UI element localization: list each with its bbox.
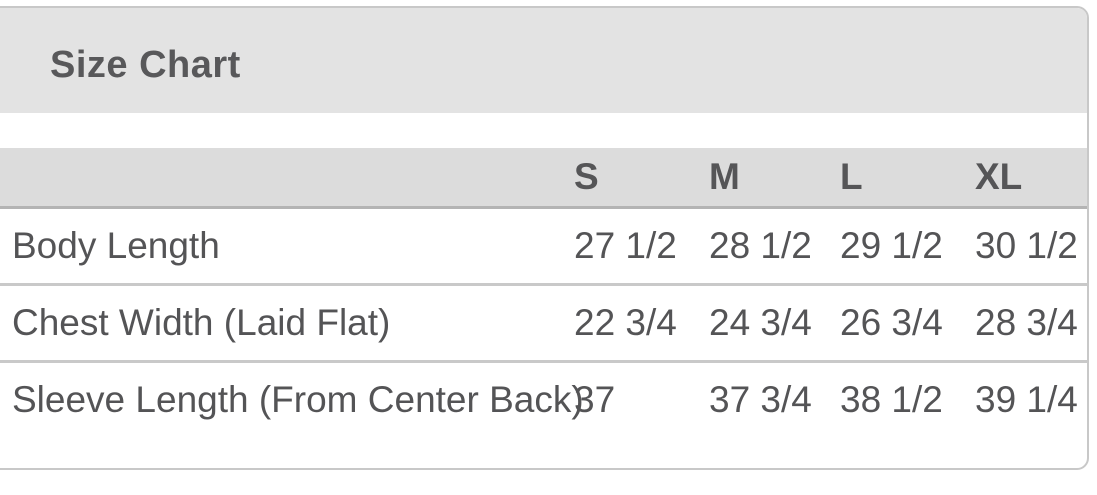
row-label: Body Length	[0, 207, 572, 286]
cell-body-length-s: 27 1/2	[572, 207, 707, 286]
cell-sleeve-length-l: 38 1/2	[840, 379, 943, 421]
row-label: Sleeve Length (From Center Back)	[12, 379, 584, 421]
table-row-body-length: Body Length 27 1/2 28 1/2 29 1/2 30 1/2	[0, 207, 1087, 286]
size-header-empty-cell	[0, 148, 572, 209]
title-table-gap	[0, 113, 1087, 148]
cell-sleeve-length-s: 37	[574, 379, 616, 421]
cell-body-length-m: 28 1/2	[707, 207, 838, 286]
cell-chest-width-xl: 28 3/4	[973, 284, 1087, 363]
size-header-s: S	[572, 148, 707, 209]
size-chart-table: S M L XL Body Length 27 1/2 28 1/2 29 1/…	[0, 148, 1087, 438]
cell-chest-width-l: 26 3/4	[838, 284, 973, 363]
size-header-row: S M L XL	[0, 148, 1087, 209]
size-header-m: M	[707, 148, 838, 209]
size-header-xl: XL	[973, 148, 1087, 209]
size-header-l: L	[838, 148, 973, 209]
size-chart-panel: Size Chart S M L XL Body Length 27 1/2 2…	[0, 6, 1089, 470]
size-chart-title: Size Chart	[50, 44, 241, 86]
cell-body-length-l: 29 1/2	[838, 207, 973, 286]
cell-chest-width-m: 24 3/4	[707, 284, 838, 363]
cell-sleeve-length-xl: 39 1/4	[975, 379, 1078, 421]
table-row-chest-width: Chest Width (Laid Flat) 22 3/4 24 3/4 26…	[0, 284, 1087, 363]
cell-body-length-xl: 30 1/2	[973, 207, 1087, 286]
cell-chest-width-s: 22 3/4	[572, 284, 707, 363]
table-row-sleeve-length: Sleeve Length (From Center Back) 37 37 3…	[0, 361, 1087, 438]
row-label: Chest Width (Laid Flat)	[0, 284, 572, 363]
size-chart-title-band: Size Chart	[0, 8, 1087, 113]
cell-sleeve-length-m: 37 3/4	[709, 379, 812, 421]
